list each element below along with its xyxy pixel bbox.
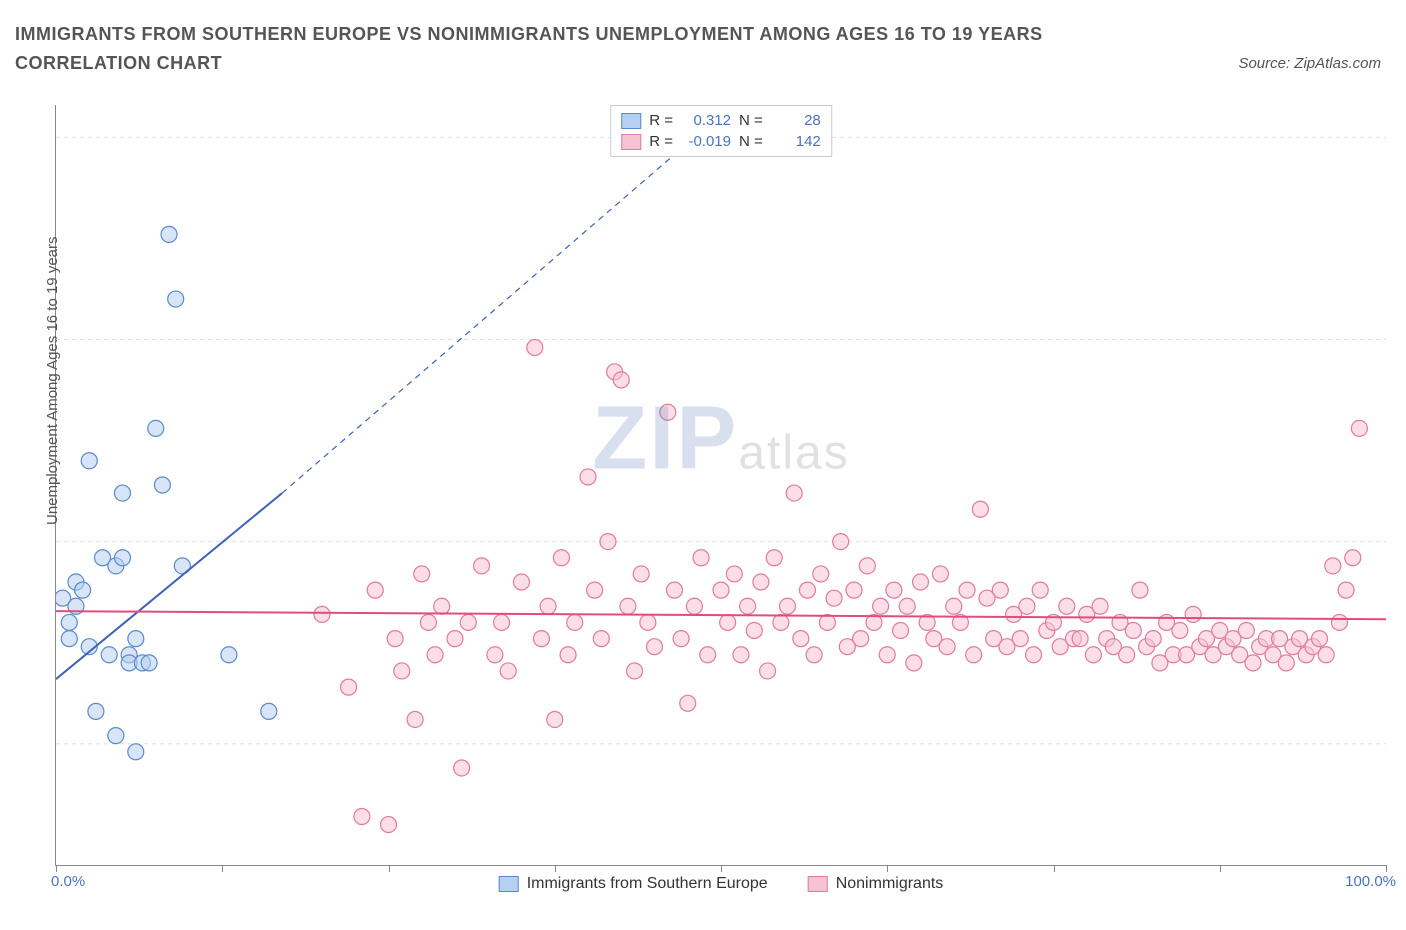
stats-row-0: R = 0.312 N = 28 — [621, 110, 821, 131]
swatch-series-0 — [621, 113, 641, 129]
n-value-0: 28 — [771, 110, 821, 131]
legend-swatch-0 — [499, 876, 519, 892]
r-value-0: 0.312 — [681, 110, 731, 131]
x-tick — [555, 865, 556, 872]
correlation-stats-box: R = 0.312 N = 28 R = -0.019 N = 142 — [610, 105, 832, 157]
legend-swatch-1 — [808, 876, 828, 892]
legend-item-0: Immigrants from Southern Europe — [499, 875, 768, 893]
scatter-series-1 — [314, 340, 1367, 833]
x-tick — [721, 865, 722, 872]
x-tick — [1386, 865, 1387, 872]
x-tick — [1054, 865, 1055, 872]
legend-label-1: Nonimmigrants — [836, 875, 944, 893]
legend-label-0: Immigrants from Southern Europe — [527, 875, 768, 893]
plot-area: Unemployment Among Ages 16 to 19 years Z… — [55, 105, 1386, 866]
chart-title: IMMIGRANTS FROM SOUTHERN EUROPE VS NONIM… — [15, 20, 1115, 78]
x-tick — [887, 865, 888, 872]
r-value-1: -0.019 — [681, 131, 731, 152]
stats-row-1: R = -0.019 N = 142 — [621, 131, 821, 152]
x-tick — [222, 865, 223, 872]
x-tick — [389, 865, 390, 872]
chart-container: IMMIGRANTS FROM SOUTHERN EUROPE VS NONIM… — [0, 0, 1406, 930]
chart-svg — [56, 105, 1386, 865]
legend-item-1: Nonimmigrants — [808, 875, 944, 893]
x-min-label: 0.0% — [51, 873, 85, 890]
n-label-0: N = — [739, 110, 763, 131]
swatch-series-1 — [621, 134, 641, 150]
source-attribution: Source: ZipAtlas.com — [1238, 55, 1381, 72]
r-label-0: R = — [649, 110, 673, 131]
x-tick — [1220, 865, 1221, 872]
n-label-1: N = — [739, 131, 763, 152]
x-max-label: 100.0% — [1345, 873, 1396, 890]
x-tick — [56, 865, 57, 872]
legend-bottom: Immigrants from Southern Europe Nonimmig… — [499, 875, 944, 893]
n-value-1: 142 — [771, 131, 821, 152]
scatter-series-0 — [56, 226, 277, 759]
r-label-1: R = — [649, 131, 673, 152]
